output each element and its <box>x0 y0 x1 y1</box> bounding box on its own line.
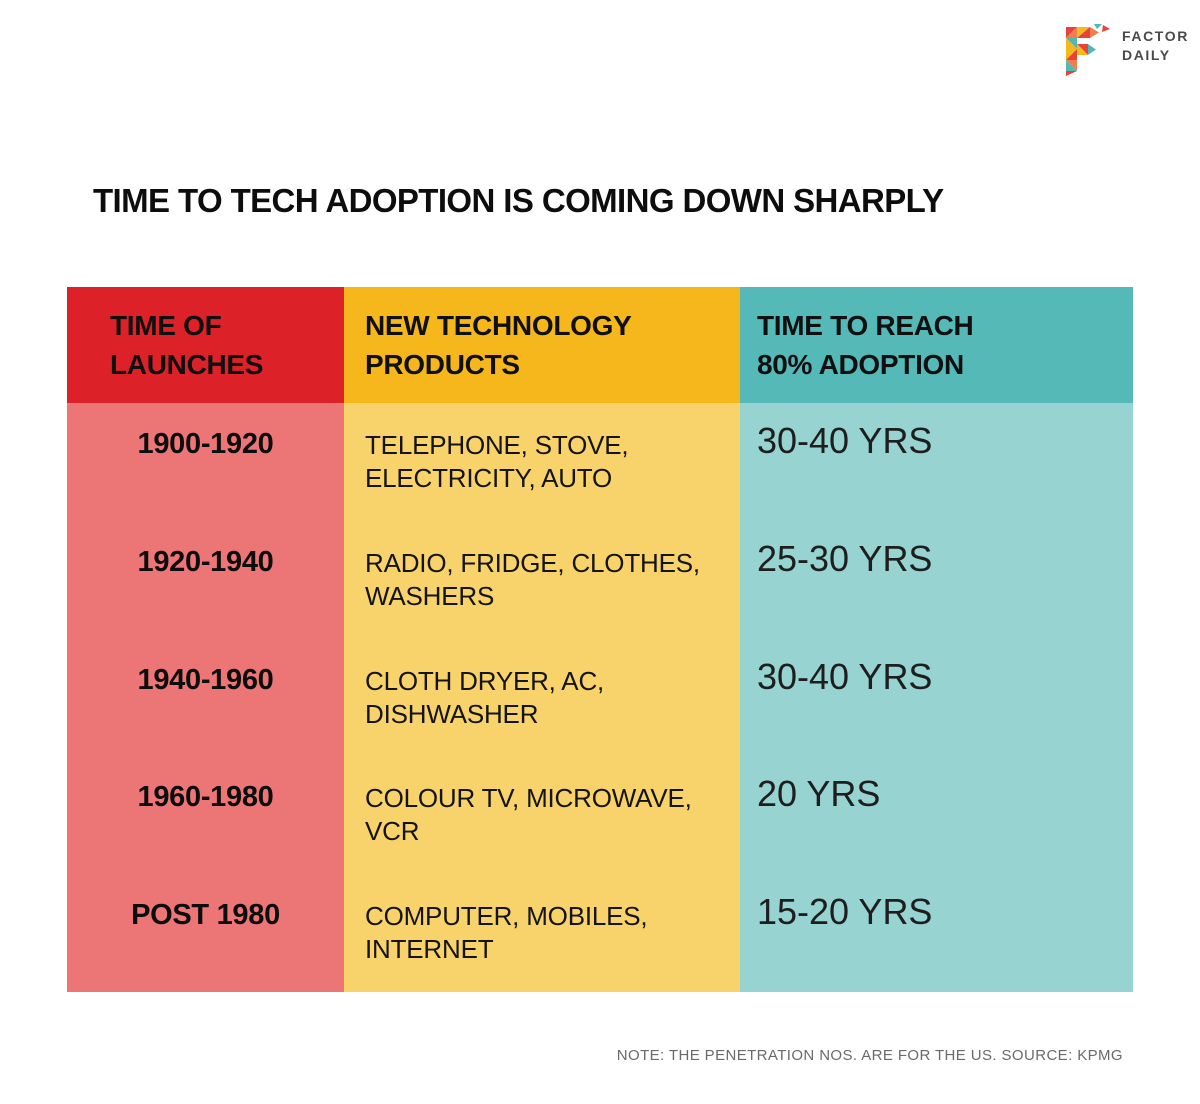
header-line: PRODUCTS <box>365 349 520 380</box>
products-line: CLOTH DRYER, AC, <box>365 665 605 696</box>
table-row-5-products: COMPUTER, MOBILES, INTERNET <box>344 874 740 992</box>
header-line: TIME TO REACH <box>757 310 974 341</box>
table-row-1-adoption: 30-40 YRS <box>740 403 1133 521</box>
logo-brand-line2: DAILY <box>1122 47 1171 63</box>
page-title: TIME TO TECH ADOPTION IS COMING DOWN SHA… <box>93 182 944 219</box>
header-line: 80% ADOPTION <box>757 349 964 380</box>
table-row-4-products: COLOUR TV, MICROWAVE, VCR <box>344 756 740 875</box>
table-row-5-launch: POST 1980 <box>67 874 344 992</box>
header-line: TIME OF <box>110 310 222 341</box>
table-row-3-launch: 1940-1960 <box>67 638 344 757</box>
table-row-4-adoption: 20 YRS <box>740 756 1133 875</box>
table-row-2-launch: 1920-1940 <box>67 520 344 639</box>
source-note: NOTE: THE PENETRATION NOS. ARE FOR THE U… <box>616 1047 1123 1064</box>
table-row-1-products: TELEPHONE, STOVE, ELECTRICITY, AUTO <box>344 403 740 521</box>
products-line: VCR <box>365 816 420 847</box>
factor-daily-logo: FACTOR DAILY <box>1066 24 1189 76</box>
products-line: WASHERS <box>365 580 495 611</box>
adoption-table: TIME OF LAUNCHES NEW TECHNOLOGY PRODUCTS… <box>67 287 1133 992</box>
table-row-4-launch: 1960-1980 <box>67 756 344 875</box>
products-line: COMPUTER, MOBILES, <box>365 901 648 932</box>
products-line: ELECTRICITY, AUTO <box>365 463 613 493</box>
products-line: RADIO, FRIDGE, CLOTHES, <box>365 547 700 578</box>
products-line: COLOUR TV, MICROWAVE, <box>365 783 692 814</box>
header-new-technology-products: NEW TECHNOLOGY PRODUCTS <box>344 287 740 403</box>
header-time-of-launches: TIME OF LAUNCHES <box>67 287 344 403</box>
table-row-2-products: RADIO, FRIDGE, CLOTHES, WASHERS <box>344 520 740 639</box>
table-row-2-adoption: 25-30 YRS <box>740 520 1133 639</box>
factor-daily-f-mosaic-icon <box>1066 24 1110 76</box>
header-time-to-reach-adoption: TIME TO REACH 80% ADOPTION <box>740 287 1133 403</box>
table-row-5-adoption: 15-20 YRS <box>740 874 1133 992</box>
table-row-3-products: CLOTH DRYER, AC, DISHWASHER <box>344 638 740 757</box>
table-row-3-adoption: 30-40 YRS <box>740 638 1133 757</box>
logo-brand-line1: FACTOR <box>1122 28 1189 44</box>
logo-wordmark: FACTOR DAILY <box>1122 27 1189 65</box>
header-line: NEW TECHNOLOGY <box>365 310 632 341</box>
products-line: DISHWASHER <box>365 698 539 729</box>
products-line: TELEPHONE, STOVE, <box>365 430 629 460</box>
header-line: LAUNCHES <box>110 349 264 380</box>
table-row-1-launch: 1900-1920 <box>67 403 344 521</box>
products-line: INTERNET <box>365 934 494 965</box>
